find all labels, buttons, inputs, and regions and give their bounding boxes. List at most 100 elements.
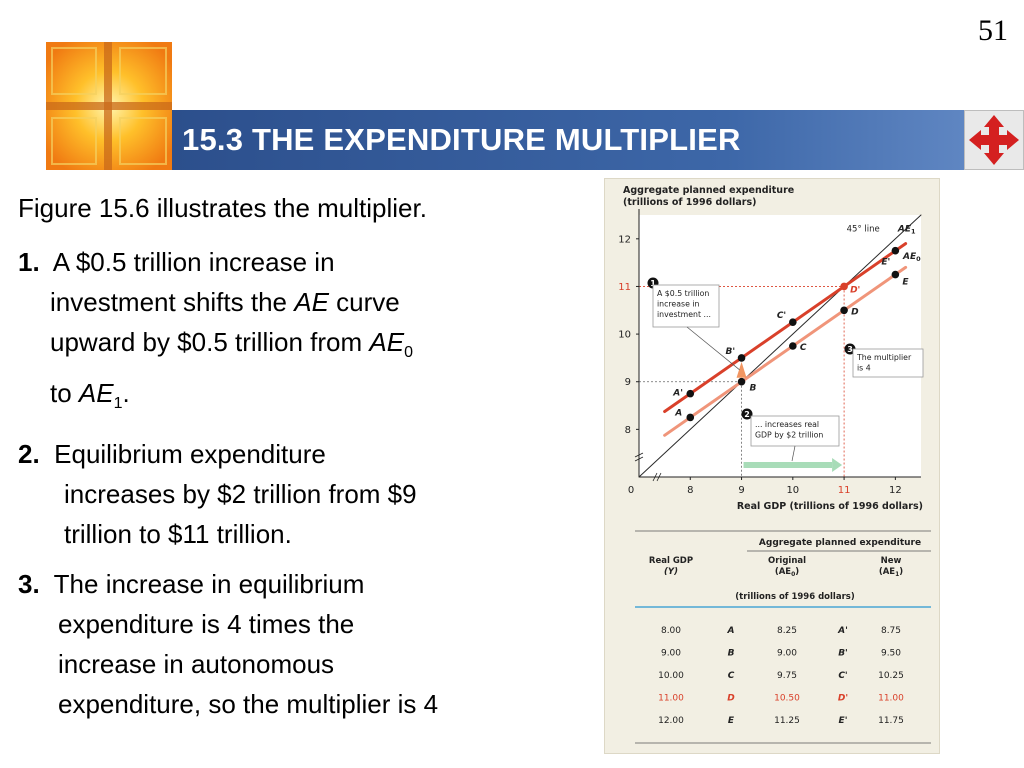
line-45-degree: [638, 214, 922, 478]
nav-button[interactable]: [964, 110, 1024, 170]
data-table: Aggregate planned expenditure Real GDP (Y)…: [635, 529, 931, 752]
point-text: curve: [328, 287, 400, 317]
table-cell: 10.00: [658, 671, 684, 681]
ae0-line: [663, 265, 908, 437]
y-axis-label: Aggregate planned expenditure: [623, 185, 794, 196]
point-text: upward by $0.5 trillion from: [50, 327, 370, 357]
table-col-header: (AE1): [879, 567, 903, 578]
table-units: (trillions of 1996 dollars): [735, 592, 855, 602]
y-tick-label: 8: [625, 425, 631, 436]
data-point: [891, 270, 900, 279]
four-way-arrow-icon: [969, 115, 1019, 165]
table-cell: 11.00: [878, 694, 904, 704]
y-tick-label: 12: [618, 234, 631, 245]
table-group-header: Aggregate planned expenditure: [759, 538, 921, 548]
point-3: 3. The increase in equilibrium expenditu…: [18, 564, 578, 724]
point-label: E: [902, 278, 909, 288]
multiplier-chart: Aggregate planned expenditure(trillions …: [618, 185, 924, 512]
point-text: The increase in equilibrium: [53, 569, 365, 600]
point-text: to: [50, 378, 79, 409]
point-text: investment shifts the: [50, 287, 295, 317]
table-cell: A: [727, 626, 735, 636]
point-1: 1. A $0.5 trillion increase in investmen…: [18, 242, 578, 424]
point-text: .: [122, 378, 130, 409]
x-tick-label: 11: [838, 485, 851, 496]
table-cell: 8.25: [777, 626, 797, 636]
table-cell: A': [837, 626, 848, 636]
table-cell: 8.00: [661, 626, 681, 636]
gdp-increase-arrow: [743, 462, 833, 468]
point-text: A $0.5 trillion increase in: [52, 247, 335, 277]
point-text: increase in autonomous: [58, 649, 335, 680]
table-col-header: Real GDP: [649, 556, 693, 566]
data-point: [840, 282, 848, 291]
axis-break: [652, 472, 662, 482]
x-tick-label: 8: [687, 485, 693, 496]
y-tick-label: 9: [625, 377, 631, 388]
point-label: A: [674, 408, 682, 418]
point-number: 2.: [18, 439, 40, 470]
table-cell: 11.25: [774, 716, 800, 726]
slide-title: 15.3 THE EXPENDITURE MULTIPLIER: [182, 122, 741, 157]
shift-arrow: [736, 361, 747, 378]
annotation-2-text: GDP by $2 trillion: [755, 431, 823, 440]
table-cell: 12.00: [658, 716, 684, 726]
golden-cross-window-logo: [46, 42, 172, 170]
data-point: [686, 413, 695, 422]
x-axis-label: Real GDP (trillions of 1996 dollars): [737, 501, 923, 512]
table-cell: 8.75: [881, 626, 901, 636]
body-text: Figure 15.6 illustrates the multiplier. …: [18, 188, 578, 734]
line-45-label: 45° line: [847, 225, 880, 235]
point-label: D: [851, 307, 859, 317]
intro-text: Figure 15.6 illustrates the multiplier.: [18, 193, 427, 223]
annotation-3: [852, 348, 924, 378]
ae1-line: [663, 242, 908, 413]
table-col-header: (AE0): [775, 567, 799, 578]
point-text: Equilibrium expenditure: [54, 439, 326, 470]
table-cell: C: [728, 671, 735, 681]
table-col-header: (Y): [664, 567, 678, 577]
x-tick-label: 10: [786, 485, 799, 496]
point-text: trillion to $11 trillion.: [64, 519, 292, 550]
table-cell: 9.00: [777, 649, 797, 659]
data-point: [789, 342, 797, 350]
table-col-header: New: [881, 556, 902, 566]
step-badge-number: 2: [744, 410, 750, 419]
subscript: 1: [113, 395, 123, 413]
point-text: increases by $2 trillion from $9: [64, 479, 417, 510]
x-tick-label: 0: [628, 485, 634, 496]
annotation-1-text: A $0.5 trillion: [657, 289, 709, 298]
table-cell: B': [838, 649, 848, 659]
table-cell: D: [727, 694, 735, 704]
data-point: [891, 246, 900, 255]
y-axis-label: (trillions of 1996 dollars): [623, 197, 757, 208]
annotation-2-text: ... increases real: [755, 420, 819, 429]
x-tick-label: 12: [889, 485, 902, 496]
point-2: 2. Equilibrium expenditure increases by …: [18, 434, 578, 554]
table-cell: 11.00: [658, 694, 684, 704]
point-number: 1.: [18, 247, 40, 277]
point-text: AE: [369, 327, 405, 357]
annotation-3-text: The multiplier: [856, 353, 912, 362]
table-cell: 10.50: [774, 694, 800, 704]
figure-panel: Aggregate planned expenditure (trillions …: [604, 178, 940, 754]
data-point: [789, 318, 797, 326]
point-label: A': [672, 389, 683, 399]
slide-number: 51: [978, 14, 1008, 47]
table-cell: D': [838, 694, 848, 704]
table-cell: 9.50: [881, 649, 901, 659]
table-col-header: Original: [768, 556, 806, 566]
step-badge-number: 1: [650, 279, 656, 288]
point-label: B': [726, 347, 736, 357]
table-cell: 11.75: [878, 716, 904, 726]
annotation-leader: [791, 445, 796, 462]
annotation-1-text: increase in: [657, 300, 700, 309]
annotation-1-text: investment ...: [657, 310, 711, 319]
point-text: expenditure is 4 times the: [58, 609, 355, 640]
table-cell: C': [838, 671, 847, 681]
x-tick-label: 9: [738, 485, 744, 496]
data-point: [737, 354, 746, 362]
y-tick-label: 11: [618, 282, 631, 293]
step-badge-number: 3: [847, 345, 853, 354]
point-text: expenditure, so the multiplier is 4: [58, 689, 439, 720]
